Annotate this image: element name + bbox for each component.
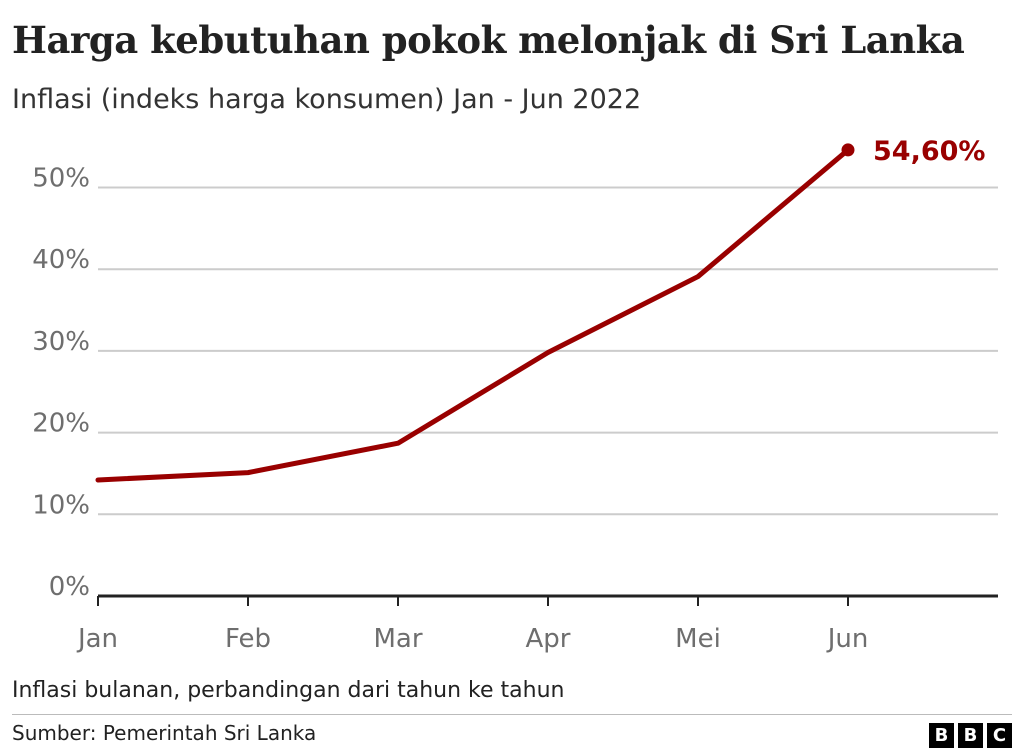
footer-divider <box>12 714 1012 715</box>
x-tick-label-mei: Mei <box>675 624 721 654</box>
x-tick-label-feb: Feb <box>225 624 271 654</box>
chart-title: Harga kebutuhan pokok melonjak di Sri La… <box>12 18 965 62</box>
bbc-logo-letter-2: B <box>958 723 983 748</box>
bbc-logo-letter-3: C <box>987 723 1012 748</box>
x-tick-label-jan: Jan <box>76 624 118 654</box>
x-tick-label-mar: Mar <box>373 624 422 654</box>
bbc-logo-letter-1: B <box>929 723 954 748</box>
line-chart: 0% 10% 20% 30% 40% 50% Jan Feb Mar Apr Mei Jun 54,60… <box>32 136 998 654</box>
x-tick-label-apr: Apr <box>526 624 571 654</box>
chart-footnote: Inflasi bulanan, perbandingan dari tahun… <box>12 678 565 703</box>
y-tick-label-50: 50% <box>32 164 90 194</box>
series-line-inflasi <box>95 147 851 483</box>
source-text: Sumber: Pemerintah Sri Lanka <box>12 721 317 745</box>
y-tick-label-20: 20% <box>32 409 90 439</box>
y-tick-label-10: 10% <box>32 490 90 520</box>
y-tick-label-0: 0% <box>49 572 90 602</box>
end-point-marker <box>841 143 855 157</box>
y-tick-label-30: 30% <box>32 327 90 357</box>
bbc-logo: B B C <box>929 723 1012 748</box>
y-tick-label-40: 40% <box>32 245 90 275</box>
chart-subtitle: Inflasi (indeks harga konsumen) Jan - Ju… <box>12 84 642 115</box>
x-tick-label-jun: Jun <box>826 624 869 654</box>
end-value-label: 54,60% <box>873 136 985 167</box>
